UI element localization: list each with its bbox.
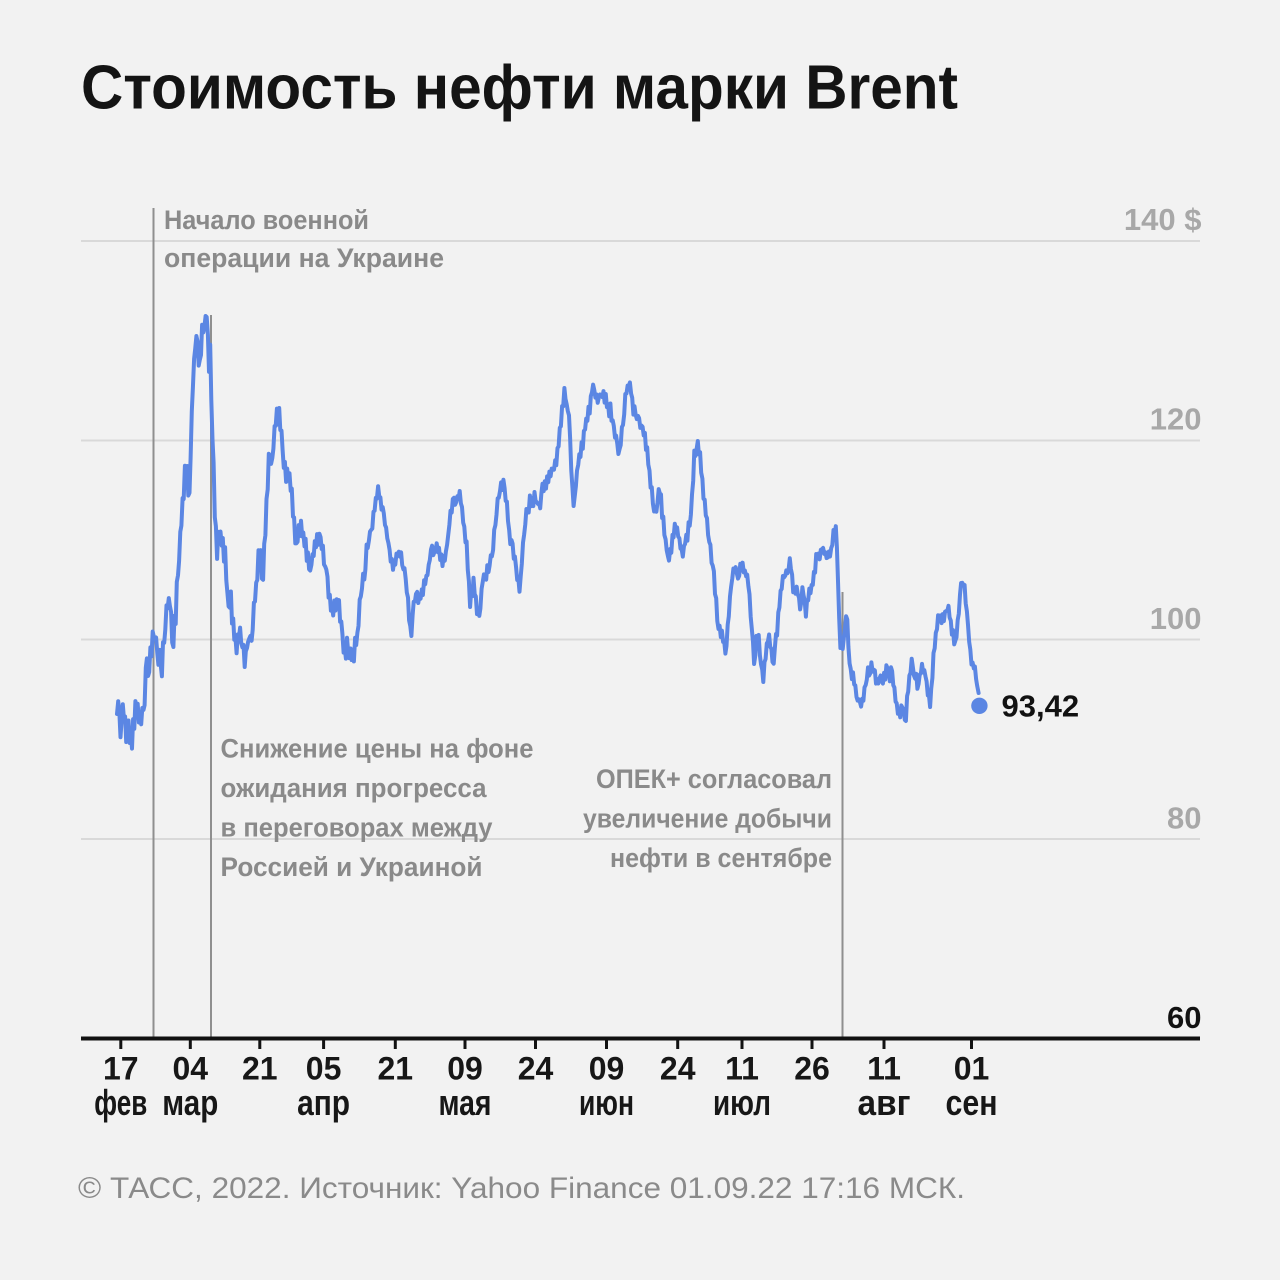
- svg-text:июл: июл: [713, 1082, 771, 1123]
- svg-text:ОПЕК+ согласовал: ОПЕК+ согласовал: [596, 764, 832, 794]
- svg-text:нефти в сентябре: нефти в сентябре: [610, 843, 832, 873]
- svg-text:Начало военной: Начало военной: [164, 205, 369, 235]
- svg-text:мар: мар: [162, 1082, 218, 1123]
- svg-text:100: 100: [1150, 601, 1202, 636]
- svg-text:05: 05: [306, 1051, 342, 1087]
- svg-text:60: 60: [1167, 1000, 1201, 1035]
- svg-text:в переговорах между: в переговорах между: [221, 813, 493, 843]
- svg-text:26: 26: [794, 1051, 830, 1087]
- svg-text:01: 01: [954, 1051, 990, 1087]
- svg-text:Стоимость нефти марки Brent: Стоимость нефти марки Brent: [81, 54, 958, 123]
- svg-text:11: 11: [725, 1051, 759, 1087]
- svg-text:Снижение цены на фоне: Снижение цены на фоне: [221, 734, 534, 764]
- svg-text:Россией и Украиной: Россией и Украиной: [221, 852, 483, 882]
- svg-text:80: 80: [1167, 801, 1201, 836]
- svg-text:июн: июн: [579, 1082, 634, 1123]
- svg-text:увеличение добычи: увеличение добычи: [583, 804, 832, 834]
- svg-text:120: 120: [1150, 402, 1202, 437]
- svg-text:© ТАСС, 2022. Источник: Yahoo: © ТАСС, 2022. Источник: Yahoo Finance 01…: [78, 1172, 965, 1205]
- svg-text:фев: фев: [94, 1082, 147, 1123]
- svg-text:операции на Украине: операции на Украине: [164, 243, 444, 273]
- svg-text:ожидания прогресса: ожидания прогресса: [221, 773, 488, 803]
- svg-text:93,42: 93,42: [1002, 689, 1080, 724]
- svg-text:17: 17: [103, 1051, 139, 1087]
- svg-text:мая: мая: [439, 1082, 492, 1123]
- svg-text:24: 24: [660, 1051, 696, 1087]
- svg-text:сен: сен: [946, 1082, 998, 1123]
- svg-text:140 $: 140 $: [1124, 202, 1202, 237]
- svg-text:апр: апр: [297, 1082, 350, 1123]
- svg-text:09: 09: [447, 1051, 483, 1087]
- svg-text:04: 04: [173, 1051, 209, 1087]
- svg-text:24: 24: [518, 1051, 554, 1087]
- svg-text:авг: авг: [858, 1082, 911, 1123]
- svg-text:21: 21: [242, 1051, 278, 1087]
- svg-text:09: 09: [589, 1051, 625, 1087]
- svg-text:11: 11: [867, 1051, 901, 1087]
- svg-text:21: 21: [378, 1051, 414, 1087]
